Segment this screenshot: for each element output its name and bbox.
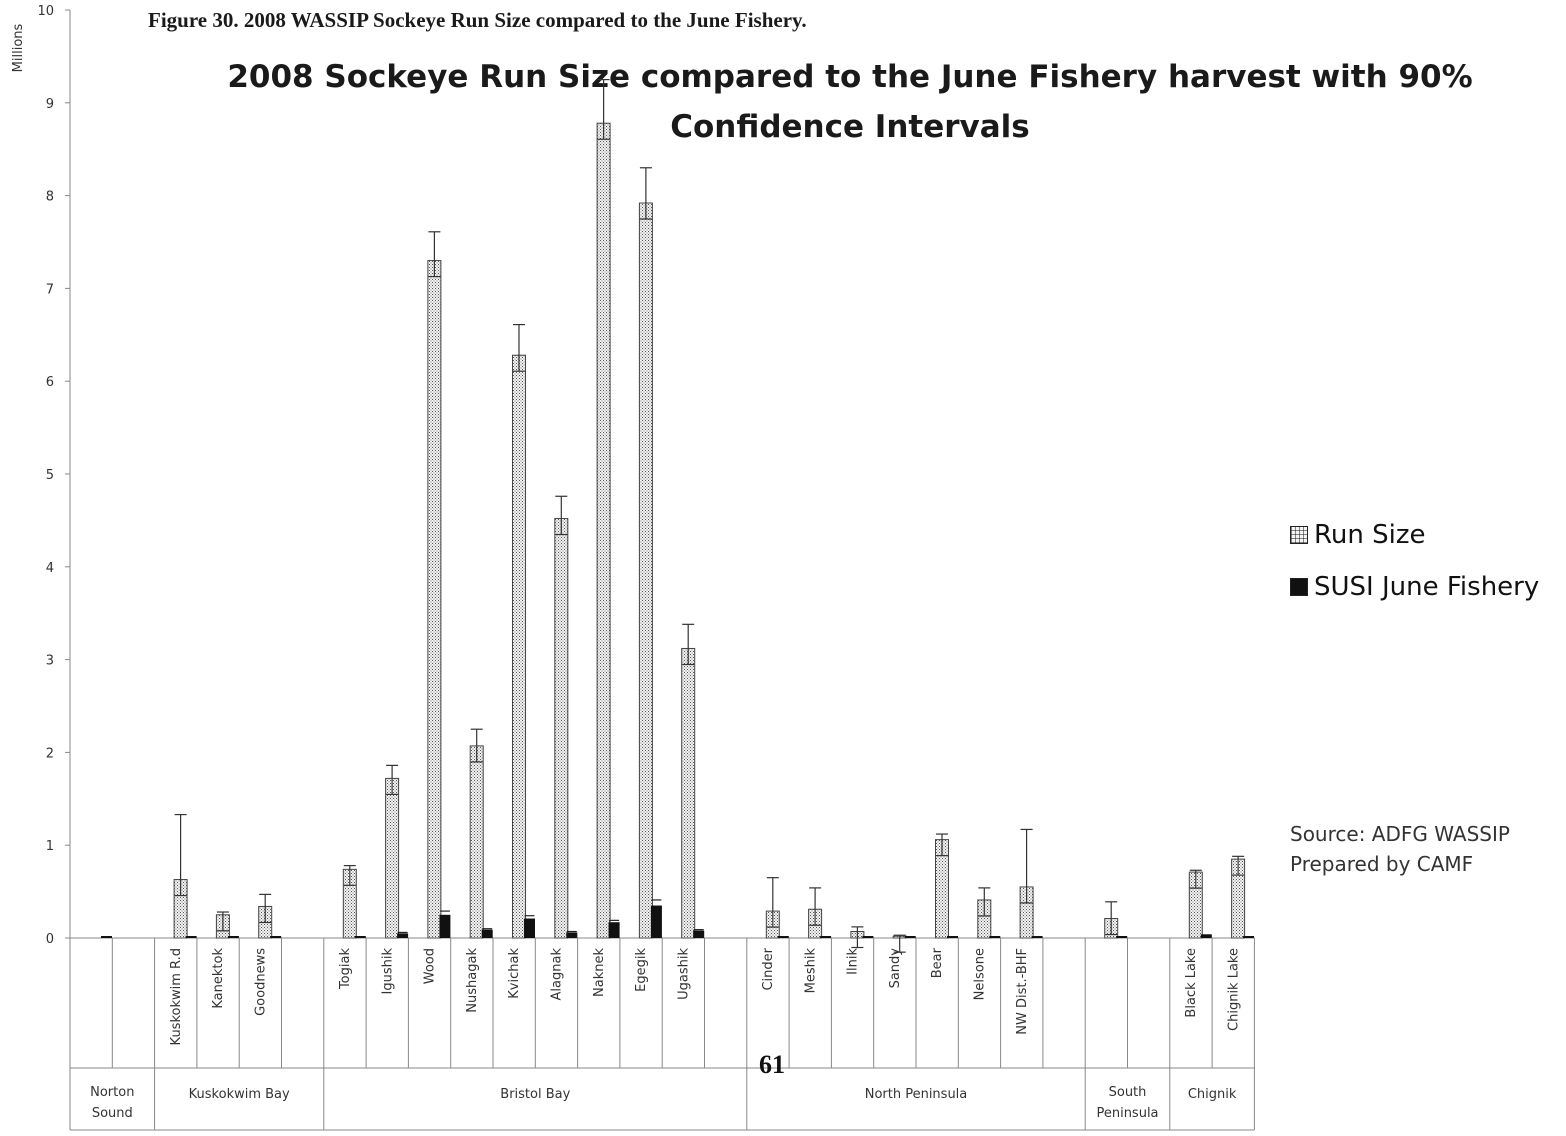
legend-label-susi: SUSI June Fishery <box>1314 572 1540 602</box>
y-tick-label: 5 <box>46 468 54 483</box>
category-label: Alagnak <box>549 948 564 1001</box>
run-size-bar <box>554 518 569 939</box>
run-size-bar <box>638 202 653 939</box>
page-number: 61 <box>759 1050 785 1079</box>
category-label: Black Lake <box>1184 948 1199 1018</box>
y-tick-label: 9 <box>46 97 54 112</box>
category-label: Wood <box>423 948 438 984</box>
y-tick-label: 10 <box>37 4 54 19</box>
run-size-bar <box>469 745 484 939</box>
category-label: Kvichak <box>507 948 522 999</box>
group-label: North Peninsula <box>865 1087 968 1102</box>
susi-bar <box>693 930 705 938</box>
category-label: Bear <box>930 947 945 978</box>
category-label: Meshik <box>803 948 818 994</box>
category-label: Sandy <box>888 948 903 989</box>
susi-bar <box>227 936 239 938</box>
category-label: Kuskokwim R.d <box>169 948 184 1045</box>
legend-swatch-run-size <box>1290 526 1308 544</box>
run-size-bar <box>385 777 400 939</box>
category-label: Naknek <box>592 948 607 997</box>
y-tick-label: 8 <box>46 190 54 205</box>
group-label: South <box>1109 1085 1147 1100</box>
chart-title: 2008 Sockeye Run Size compared to the Ju… <box>227 59 1473 145</box>
susi-bar <box>820 936 832 938</box>
legend-label-run-size: Run Size <box>1314 520 1426 550</box>
category-label: Igushik <box>380 948 395 995</box>
y-tick-label: 2 <box>46 746 54 761</box>
figure-caption: Figure 30. 2008 WASSIP Sockeye Run Size … <box>148 8 807 32</box>
prepared-by-line: Prepared by CAMF <box>1290 852 1474 876</box>
category-label: Togiak <box>338 948 353 991</box>
susi-bar <box>608 922 620 938</box>
susi-bar <box>566 932 578 938</box>
group-label: Bristol Bay <box>500 1087 570 1102</box>
y-tick-label: 7 <box>46 282 54 297</box>
category-label: Nelsone <box>972 948 987 1000</box>
susi-bar <box>904 936 916 938</box>
y-tick-label: 1 <box>46 839 54 854</box>
group-label: Norton <box>90 1085 134 1100</box>
susi-bar <box>989 936 1001 938</box>
susi-bar <box>354 936 366 938</box>
category-label: Nushagak <box>465 948 480 1013</box>
susi-bar <box>439 914 451 938</box>
legend-swatch-susi <box>1290 578 1308 596</box>
category-label: Cinder <box>761 947 776 990</box>
y-tick-label: 0 <box>46 932 54 947</box>
y-tick-label: 3 <box>46 654 54 669</box>
y-axis-label: Millions <box>11 23 26 72</box>
legend-item-susi: SUSI June Fishery <box>1290 572 1539 602</box>
category-label: Goodnews <box>253 948 268 1016</box>
susi-bar <box>481 929 493 938</box>
susi-bar <box>185 936 197 938</box>
run-size-bar <box>512 354 526 939</box>
category-label: Ugashik <box>676 948 691 1000</box>
susi-bar <box>947 936 958 938</box>
susi-bar <box>1243 936 1255 938</box>
y-tick-label: 4 <box>46 561 54 576</box>
y-tick-label: 6 <box>46 375 54 390</box>
group-label: Sound <box>92 1106 133 1121</box>
category-label: Egegik <box>634 948 649 992</box>
susi-bar <box>777 936 789 938</box>
susi-bar <box>524 918 535 938</box>
category-label: Ilnik <box>846 948 861 975</box>
group-label: Kuskokwim Bay <box>189 1087 290 1102</box>
run-size-bar <box>596 122 611 939</box>
category-label: Kanektok <box>211 948 226 1009</box>
susi-bar <box>1200 934 1212 938</box>
susi-bar <box>1031 936 1043 938</box>
category-label: Chignik Lake <box>1226 948 1241 1031</box>
legend-item-run-size: Run Size <box>1290 520 1426 550</box>
run-size-bar <box>427 260 442 939</box>
group-label: Chignik <box>1188 1087 1237 1102</box>
susi-bar <box>650 905 662 938</box>
susi-bar <box>397 933 409 938</box>
category-label: NW Dist.-BHF <box>1015 948 1030 1035</box>
run-size-bar <box>681 647 696 939</box>
susi-bar <box>1116 936 1128 938</box>
group-label: Peninsula <box>1096 1106 1158 1121</box>
susi-bar <box>862 936 874 938</box>
susi-bar <box>270 936 282 938</box>
source-line: Source: ADFG WASSIP <box>1290 822 1510 846</box>
susi-bar <box>101 936 112 938</box>
